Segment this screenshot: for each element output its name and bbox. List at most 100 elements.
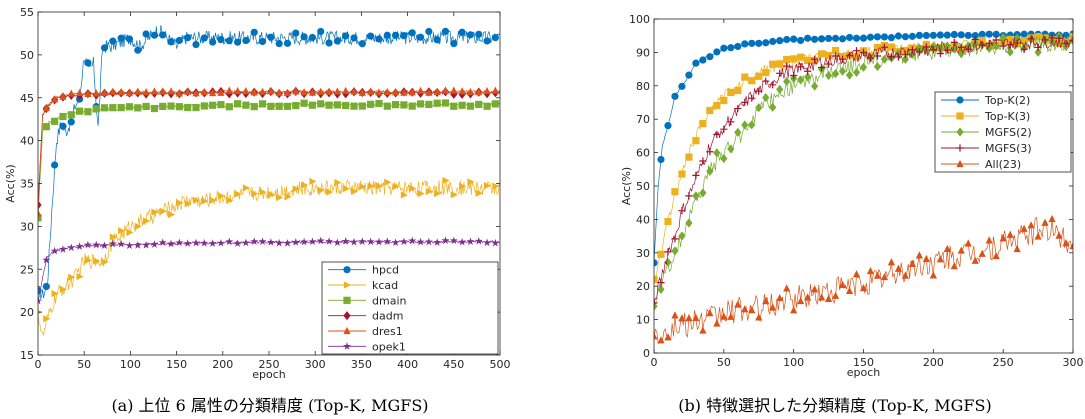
- series-point-dres1: [109, 87, 117, 95]
- y-tick-label: 50: [20, 49, 34, 62]
- series-point-MGFS(3): [741, 98, 749, 106]
- chart-b: 0 50 100 150 200 250 300 0 10 20 30 40 50 60 70 80 90 100…: [620, 13, 1084, 379]
- legend-marker-dmain: [343, 296, 351, 304]
- series-point-kcad: [442, 176, 450, 185]
- legend-label-dres1: dres1: [372, 325, 403, 338]
- series-point-kcad: [242, 184, 250, 192]
- series-point-dmain: [200, 102, 208, 110]
- series-point-MGFS(2): [1034, 47, 1042, 57]
- series-point-MGFS(3): [901, 51, 909, 59]
- series-point-dres1: [167, 87, 175, 95]
- x-tick-label: 450: [443, 358, 464, 371]
- series-point-Top-K(3): [706, 106, 714, 115]
- series-point-MGFS(3): [804, 67, 812, 75]
- series-point-MGFS(3): [654, 299, 658, 307]
- x-tick-label: 100: [120, 358, 141, 371]
- series-point-hpcd: [300, 33, 308, 41]
- series-point-All(23): [720, 312, 728, 320]
- series-point-kcad: [101, 258, 109, 266]
- series-point-All(23): [654, 332, 658, 340]
- series-point-opek1: [300, 237, 309, 246]
- y-tick-label: 30: [636, 247, 650, 260]
- series-point-dmain: [466, 102, 475, 110]
- series-point-kcad: [292, 185, 300, 193]
- series-point-All(23): [999, 234, 1007, 242]
- series-point-All(23): [776, 293, 784, 302]
- series-point-All(23): [866, 266, 875, 275]
- series-point-Top-K(3): [692, 137, 700, 145]
- series-point-Top-K(2): [692, 59, 700, 67]
- series-point-All(23): [797, 296, 805, 305]
- series-point-hpcd: [42, 282, 50, 291]
- y-tick-label: 15: [20, 349, 34, 362]
- series-point-hpcd: [367, 32, 375, 40]
- series-point-dmain: [475, 100, 483, 109]
- series-point-dmain: [358, 102, 366, 110]
- series-point-MGFS(3): [692, 171, 700, 179]
- y-tick-label: 20: [636, 280, 650, 293]
- legend-marker-MGFS(2): [956, 127, 964, 137]
- series-point-dres1: [300, 88, 308, 96]
- series-point-MGFS(2): [783, 76, 791, 87]
- series-point-All(23): [1062, 239, 1070, 247]
- legend-marker-MGFS(3): [956, 144, 964, 152]
- series-point-MGFS(3): [992, 36, 1000, 44]
- legend-label-All(23): All(23): [985, 158, 1021, 171]
- series-point-hpcd: [308, 33, 317, 42]
- series-point-dmain: [333, 101, 341, 109]
- series-point-hpcd: [375, 35, 383, 43]
- series-point-Top-K(3): [887, 43, 896, 51]
- series-point-Top-K(2): [804, 34, 812, 42]
- series-point-MGFS(2): [776, 84, 784, 94]
- series-point-MGFS(2): [727, 144, 735, 154]
- series-point-dres1: [483, 86, 491, 95]
- series-point-Top-K(3): [720, 96, 728, 105]
- series-point-Top-K(2): [859, 34, 868, 42]
- series-point-dmain: [159, 102, 167, 111]
- series-point-opek1: [167, 239, 176, 248]
- x-tick-label: 0: [35, 358, 42, 371]
- series-point-Top-K(2): [894, 32, 903, 40]
- series-point-Top-K(2): [915, 31, 923, 39]
- series-point-hpcd: [51, 161, 59, 169]
- series-point-kcad: [483, 182, 492, 190]
- x-axis-label: epoch: [847, 366, 881, 379]
- series-point-kcad: [459, 182, 467, 190]
- series-point-dres1: [375, 88, 383, 96]
- series-point-All(23): [915, 251, 923, 259]
- series-point-opek1: [416, 237, 425, 246]
- y-tick-label: 35: [20, 178, 34, 191]
- series-point-All(23): [664, 333, 672, 341]
- series-point-MGFS(2): [797, 75, 805, 85]
- series-point-dmain: [300, 99, 308, 107]
- series-point-opek1: [183, 239, 192, 247]
- series-point-Top-K(2): [734, 42, 742, 51]
- series-point-Top-K(2): [831, 34, 840, 42]
- series-point-hpcd: [250, 28, 258, 36]
- y-tick-label: 50: [636, 180, 650, 193]
- series-point-hpcd: [192, 40, 200, 49]
- series-point-Top-K(3): [678, 170, 686, 178]
- x-tick-label: 500: [490, 358, 511, 371]
- series-point-dmain: [51, 117, 59, 125]
- series-point-hpcd: [225, 37, 233, 45]
- y-tick-label: 20: [20, 306, 34, 319]
- series-point-MGFS(3): [769, 81, 777, 89]
- series-point-dmain: [383, 102, 391, 110]
- series-point-opek1: [458, 237, 467, 246]
- series-point-dres1: [466, 87, 475, 96]
- series-point-MGFS(3): [783, 62, 791, 70]
- series-group: [654, 30, 1073, 344]
- series-point-dmain: [184, 103, 192, 112]
- series-point-kcad: [392, 182, 400, 191]
- series-point-All(23): [699, 326, 707, 334]
- legend-label-kcad: kcad: [372, 279, 398, 292]
- series-point-opek1: [50, 246, 59, 255]
- series-point-MGFS(3): [734, 104, 742, 113]
- series-point-Top-K(2): [964, 31, 972, 40]
- series-point-dmain: [375, 99, 383, 108]
- series-point-dmain: [150, 104, 159, 113]
- caption-a: (a) 上位 6 属性の分類精度 (Top-K, MGFS): [111, 396, 428, 415]
- series-point-MGFS(2): [720, 153, 728, 164]
- series-point-dres1: [134, 87, 142, 95]
